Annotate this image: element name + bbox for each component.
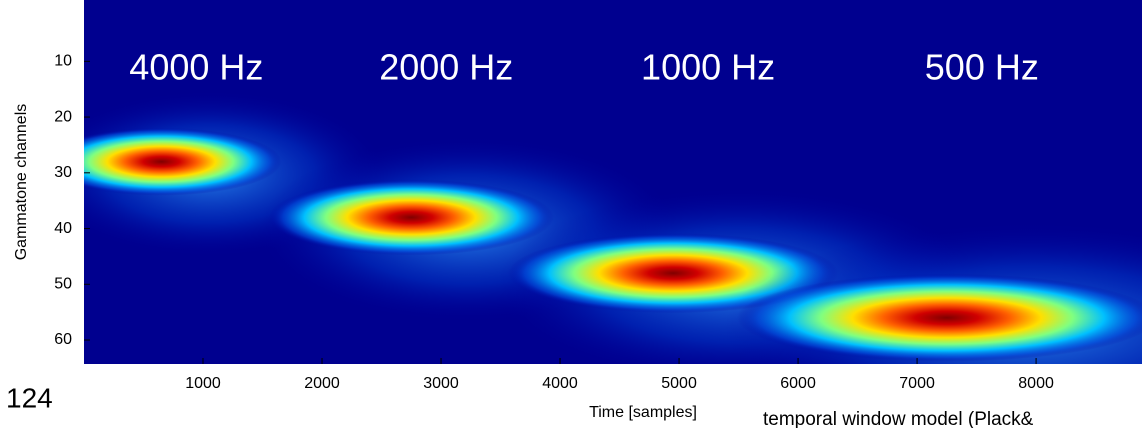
y-tick-label: 30 bbox=[54, 164, 72, 181]
peak-label: 1000 Hz bbox=[641, 47, 775, 88]
peak-label: 2000 Hz bbox=[379, 47, 513, 88]
x-tick-label: 8000 bbox=[1018, 375, 1054, 392]
caption: temporal window model (Plack& bbox=[763, 409, 1034, 428]
x-tick-label: 4000 bbox=[542, 375, 578, 392]
peak bbox=[736, 273, 1142, 362]
x-tick-label: 7000 bbox=[899, 375, 935, 392]
x-tick-label: 2000 bbox=[304, 375, 340, 392]
y-tick-label: 60 bbox=[54, 331, 72, 348]
y-tick-label: 40 bbox=[54, 220, 72, 237]
slide-number: 124 bbox=[6, 382, 53, 413]
x-axis-label: Time [samples] bbox=[589, 404, 697, 421]
x-tick-label: 5000 bbox=[661, 375, 697, 392]
peak bbox=[268, 179, 554, 256]
peak bbox=[84, 127, 282, 196]
x-tick-label: 6000 bbox=[780, 375, 816, 392]
plot-area bbox=[84, 0, 1142, 364]
y-axis-label: Gammatone channels bbox=[13, 104, 30, 261]
labels: 4000 Hz 2000 Hz 1000 Hz 500 Hz bbox=[129, 47, 1039, 88]
y-tick-label: 10 bbox=[54, 53, 72, 70]
x-tick-label: 1000 bbox=[185, 375, 221, 392]
y-tick-label: 20 bbox=[54, 108, 72, 125]
peak-label: 500 Hz bbox=[925, 47, 1039, 88]
y-tick-label: 50 bbox=[54, 276, 72, 293]
peak-label: 4000 Hz bbox=[129, 47, 263, 88]
x-tick-label: 3000 bbox=[423, 375, 459, 392]
